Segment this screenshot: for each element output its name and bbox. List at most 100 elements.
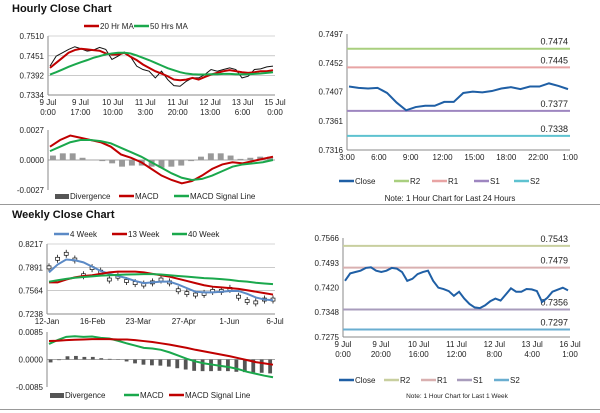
series-macd-signal-line <box>49 139 274 182</box>
divergence-bar <box>59 153 66 160</box>
divergence-bar <box>234 359 239 372</box>
x-tick-label: 23-Mar <box>126 317 152 326</box>
candle-body <box>184 291 190 295</box>
level-label-r1: 0.7479 <box>540 256 568 266</box>
candle-body <box>55 256 60 261</box>
divergence-bar <box>227 155 234 160</box>
divergence-bar <box>124 359 129 362</box>
divergence-bar <box>65 356 70 360</box>
legend-label-50-hrs-ma: 50 Hrs MA <box>150 22 188 31</box>
x-tick-label: 27-Apr <box>172 317 196 326</box>
y-tick-label: 0.7361 <box>319 117 344 126</box>
level-label-r2: 0.7543 <box>540 234 568 244</box>
series-macd-signal-line <box>48 338 274 366</box>
series-macd <box>48 335 274 379</box>
divergence-bar <box>242 359 247 373</box>
y-tick-label: 0.7497 <box>319 30 344 39</box>
x-tick-label: 12:00 <box>446 350 467 359</box>
candle-body <box>124 279 129 283</box>
x-tick-label: 0:00 <box>40 108 56 117</box>
x-tick-label: 0:00 <box>335 350 351 359</box>
x-tick-label: 16 Jul <box>559 340 581 349</box>
divergence-bar <box>198 156 204 160</box>
x-tick-label: 6-Jul <box>266 317 284 326</box>
divergence-bar <box>175 359 180 369</box>
section-divider <box>0 204 600 205</box>
y-tick-label: 0.0000 <box>19 356 44 365</box>
divergence-bar <box>74 355 78 360</box>
x-tick-label: 4:00 <box>524 350 540 359</box>
y-tick-label: 0.7564 <box>19 287 44 296</box>
x-tick-label: 9:00 <box>403 153 419 162</box>
y-tick-label: 0.7392 <box>20 72 45 81</box>
divergence-bar <box>107 358 112 360</box>
x-tick-label: 1:00 <box>562 153 578 162</box>
divergence-bar <box>150 359 154 366</box>
divergence-bar <box>158 160 165 168</box>
x-tick-label: 12:00 <box>433 153 454 162</box>
x-tick-label: 13:00 <box>200 108 221 117</box>
x-tick-label: 17:00 <box>70 108 91 117</box>
y-tick-label: -0.0027 <box>17 186 45 195</box>
y-tick-label: 0.0085 <box>19 328 44 337</box>
x-tick-label: 9 Jul <box>335 340 352 349</box>
weekly-chart-title: Weekly Close Chart <box>12 209 115 221</box>
divergence-bar <box>69 153 76 160</box>
divergence-bar <box>178 160 185 166</box>
legend-label-r1: R1 <box>437 376 448 385</box>
y-tick-label: 0.7348 <box>315 308 340 317</box>
x-tick-label: 11 Jul <box>446 340 467 349</box>
y-tick-label: 0.8217 <box>19 240 44 249</box>
candle-body <box>175 288 181 293</box>
y-tick-label: 0.7493 <box>315 259 340 268</box>
level-label-s2: 0.7338 <box>540 124 568 134</box>
candle-body <box>236 294 241 299</box>
y-tick-label: 0.7275 <box>315 333 340 342</box>
legend-label-r2: R2 <box>410 177 421 186</box>
legend-label-divergence: Divergence <box>70 192 111 201</box>
divergence-bar <box>141 359 146 365</box>
legend-label-macd: MACD <box>135 192 159 201</box>
divergence-bar <box>128 160 135 166</box>
x-tick-label: 3:00 <box>339 153 355 162</box>
legend-label-close: Close <box>355 177 376 186</box>
x-tick-label: 15 Jul <box>264 98 286 107</box>
x-tick-label: 9 Jul <box>40 98 57 107</box>
x-tick-label: 6:00 <box>235 108 251 117</box>
x-tick-label: 18:00 <box>496 153 517 162</box>
y-tick-label: 0.7566 <box>315 234 340 243</box>
divergence-bar <box>217 153 224 160</box>
y-tick-label: 0.7238 <box>19 310 44 319</box>
legend-label-s1: S1 <box>473 376 483 385</box>
x-tick-label: 20:00 <box>371 350 392 359</box>
level-label-s2: 0.7297 <box>540 318 568 328</box>
legend-label-r1: R1 <box>448 177 459 186</box>
divergence-bar <box>183 359 188 370</box>
series-close <box>344 266 569 310</box>
legend-swatch <box>55 194 69 199</box>
x-tick-label: 9 Jul <box>372 340 389 349</box>
y-tick-label: 0.7316 <box>319 146 344 155</box>
x-tick-label: 12 Jul <box>199 98 221 107</box>
candle-body <box>63 251 69 256</box>
divergence-bar <box>99 160 106 162</box>
legend-label-macd-signal-line: MACD Signal Line <box>190 192 256 201</box>
divergence-bar <box>133 359 137 364</box>
divergence-bar <box>247 157 254 160</box>
x-tick-label: 1-Jun <box>219 317 239 326</box>
series-close <box>49 46 274 87</box>
legend-label-divergence: Divergence <box>65 391 106 400</box>
x-tick-label: 10:00 <box>103 108 124 117</box>
divergence-bar <box>207 153 214 160</box>
series-50-hrs-ma <box>49 51 274 76</box>
divergence-bar <box>251 359 256 373</box>
x-tick-label: 22:00 <box>528 153 549 162</box>
x-tick-label: 8:00 <box>487 350 503 359</box>
divergence-bar <box>259 359 264 373</box>
y-tick-label: 0.7451 <box>20 52 45 61</box>
legend-label-s2: S2 <box>510 376 520 385</box>
legend-label-close: Close <box>355 376 376 385</box>
x-tick-label: 10 Jul <box>102 98 124 107</box>
